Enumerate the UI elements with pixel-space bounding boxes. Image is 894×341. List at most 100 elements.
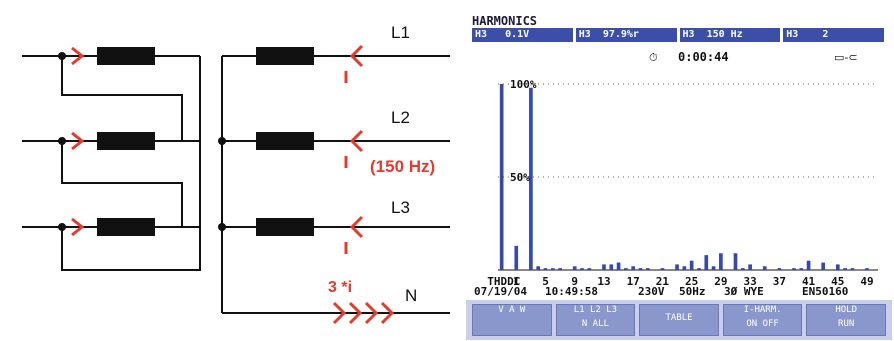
bar-27 xyxy=(704,255,709,270)
bar-15 xyxy=(616,262,621,270)
softkey-iharm-value: ON OFF xyxy=(746,319,779,329)
bar-7 xyxy=(558,268,562,270)
analyzer-screen: HARMONICS H3 0.1V H3 97.9%r H3 150 Hz H3… xyxy=(466,10,892,340)
softkey-table-label: TABLE xyxy=(665,313,693,323)
x-label-45: 45 xyxy=(831,275,844,288)
transformer-secondary xyxy=(221,55,450,314)
x-label-41: 41 xyxy=(802,275,816,288)
bar-6 xyxy=(550,268,555,270)
x-label-THDDC: THDDC xyxy=(487,275,520,288)
chart-grid xyxy=(498,83,878,271)
bar-11 xyxy=(587,268,592,270)
softkey-table[interactable]: TABLE xyxy=(639,304,719,336)
softkey-vaw[interactable]: V A W xyxy=(472,304,552,336)
bar-39 xyxy=(792,268,796,270)
status-cell-frequency: H3 150 Hz xyxy=(679,28,781,42)
bar-19 xyxy=(645,268,650,270)
bar-45 xyxy=(835,264,840,270)
bar-31 xyxy=(733,253,738,270)
x-label-9: 9 xyxy=(571,275,578,288)
bar-40 xyxy=(799,268,804,270)
softkey-iharm[interactable]: I-HARM. ON OFF xyxy=(722,304,803,336)
softkey-hold-label: HOLD xyxy=(835,305,858,315)
bar-41 xyxy=(806,260,811,270)
x-label-17: 17 xyxy=(627,275,640,288)
y-axis-labels: 100% 50% xyxy=(510,78,537,184)
standard-label: EN50160 xyxy=(802,285,848,298)
x-label-25: 25 xyxy=(685,275,698,288)
softkey-bar: V A W L1 L2 L3 N ALL TABLE I-HARM. ON OF… xyxy=(466,300,892,340)
bar-13 xyxy=(602,264,606,270)
bar-5 xyxy=(543,268,548,270)
x-label-13: 13 xyxy=(597,275,610,288)
y-label-100: 100% xyxy=(510,78,537,91)
wiring-config: 3Ø WYE xyxy=(724,285,764,298)
bar-1 xyxy=(514,245,519,270)
primary-windings xyxy=(58,47,155,236)
bar-23 xyxy=(675,264,679,270)
screen-title: HARMONICS xyxy=(472,14,538,28)
bar-THD xyxy=(499,84,504,270)
frequency-label: (150 Hz) xyxy=(370,157,435,176)
bar-49 xyxy=(865,268,869,270)
x-label-37: 37 xyxy=(773,275,786,288)
bar-33 xyxy=(748,264,752,270)
softkey-phase-label: L1 L2 L3 xyxy=(573,305,618,315)
bar-46 xyxy=(843,268,847,270)
battery-plug-icon: ▭-⊂ xyxy=(834,51,858,64)
bar-21 xyxy=(660,268,665,270)
neutral-current-label: 3 *i xyxy=(328,279,352,296)
neutral-current-arrows xyxy=(332,301,395,325)
bar-4 xyxy=(536,266,541,270)
softkey-iharm-label: I-HARM. xyxy=(743,305,782,315)
bar-25 xyxy=(689,260,694,270)
wiring-diagram: L1 L2 L3 N (150 Hz) 3 *i xyxy=(22,23,450,325)
x-label-1: 1 xyxy=(513,275,520,288)
phase-label-l1: L1 xyxy=(391,23,410,42)
mains-frequency: 50Hz xyxy=(679,285,706,298)
x-label-21: 21 xyxy=(656,275,670,288)
bar-3 xyxy=(529,87,533,270)
x-label-49: 49 xyxy=(860,275,873,288)
date-readout: 07/19/04 xyxy=(474,285,527,298)
softkey-hold-value: RUN xyxy=(838,319,855,329)
bar-26 xyxy=(697,268,701,270)
bar-29 xyxy=(719,253,723,270)
bar-32 xyxy=(740,268,745,270)
secondary-windings xyxy=(218,47,314,236)
transformer-primary xyxy=(22,55,201,271)
mains-voltage: 230V xyxy=(638,285,665,298)
softkey-vaw-label: V A W xyxy=(498,305,526,315)
x-label-29: 29 xyxy=(714,275,727,288)
status-cell-voltage: H3 0.1V xyxy=(472,28,573,42)
status-cell-order: H3 2 xyxy=(783,28,884,42)
x-label-5: 5 xyxy=(542,275,549,288)
softkey-phase[interactable]: L1 L2 L3 N ALL xyxy=(555,304,636,336)
bar-17 xyxy=(631,266,636,270)
chart-bars xyxy=(499,84,869,270)
bar-24 xyxy=(682,266,687,270)
clock-icon: ⏱ xyxy=(649,51,658,64)
bar-18 xyxy=(638,268,643,270)
bar-43 xyxy=(821,262,826,270)
phase-label-l2: L2 xyxy=(391,108,410,127)
softkey-hold[interactable]: HOLD RUN xyxy=(806,304,886,336)
bar-14 xyxy=(609,264,614,270)
status-cell-percent: H3 97.9%r xyxy=(575,28,677,42)
bar-9 xyxy=(572,266,577,270)
status-bar: H3 0.1V H3 97.9%r H3 150 Hz H3 2 xyxy=(472,28,884,42)
phase-current-arrows xyxy=(349,44,364,239)
softkey-phase-value: N ALL xyxy=(581,319,609,329)
bar-28 xyxy=(711,266,716,270)
neutral-label: N xyxy=(405,286,417,305)
bar-16 xyxy=(624,268,628,270)
x-label-33: 33 xyxy=(743,275,756,288)
phase-label-l3: L3 xyxy=(391,198,410,217)
bar-47 xyxy=(850,268,855,270)
time-readout: 10:49:58 xyxy=(545,285,598,298)
primary-arrows xyxy=(71,46,85,237)
timer-readout: 0:00:44 xyxy=(678,50,729,64)
bar-37 xyxy=(777,268,782,270)
